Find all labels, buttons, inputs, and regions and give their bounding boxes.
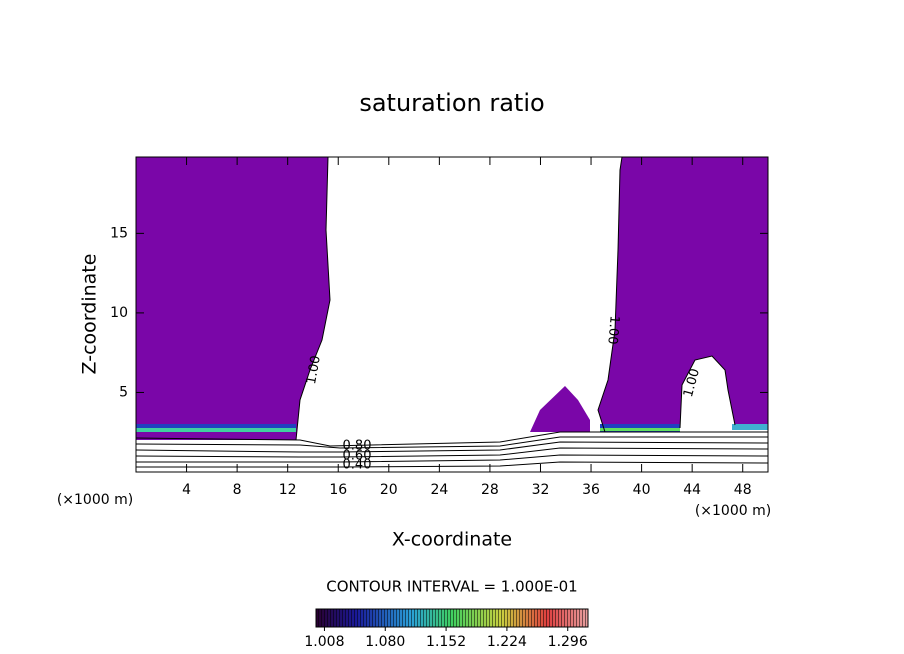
x-unit-label: (×1000 m) xyxy=(57,492,133,508)
colorbar-tick-label: 1.008 xyxy=(304,634,344,650)
x-tick-label: 40 xyxy=(633,482,651,498)
x-tick-label: 4 xyxy=(182,482,191,498)
contour-label: 1.00 xyxy=(681,367,703,399)
colorbar-tick-label: 1.224 xyxy=(487,634,527,650)
x-axis-label: X-coordinate xyxy=(392,529,512,551)
contour-label: 0.80 xyxy=(343,439,372,454)
colorbar-lines xyxy=(316,609,588,627)
x-tick-label: 16 xyxy=(329,482,347,498)
field xyxy=(135,156,769,468)
x-tick-label: 28 xyxy=(481,482,499,498)
chart-title: saturation ratio xyxy=(359,89,544,117)
x-tick-label: 12 xyxy=(279,482,297,498)
x-tick-label: 24 xyxy=(430,482,448,498)
contour-label: 0.40 xyxy=(343,458,372,473)
plot-frame xyxy=(135,156,769,473)
contour-label: 1.00 xyxy=(304,354,324,385)
y-axis-label: Z-coordinate xyxy=(79,254,101,375)
x-tick-label: 48 xyxy=(734,482,752,498)
colorbar-tick-label: 1.152 xyxy=(426,634,466,650)
contour-label: 0.60 xyxy=(343,449,372,464)
x-tick-label: 20 xyxy=(380,482,398,498)
y-tick-label: 10 xyxy=(110,305,128,321)
y-tick-label: 5 xyxy=(119,384,128,400)
contour-interval: CONTOUR INTERVAL = 1.000E-01 xyxy=(326,578,577,596)
x-tick-label: 44 xyxy=(683,482,701,498)
x-tick-label: 36 xyxy=(582,482,600,498)
colorbar-tick-label: 1.080 xyxy=(365,634,405,650)
colorbar-tick-label: 1.296 xyxy=(548,634,588,650)
y-tick-label: 15 xyxy=(110,225,128,241)
contour-label: 1.00 xyxy=(604,315,621,345)
x-tick-label: 32 xyxy=(532,482,550,498)
x-tick-label: 8 xyxy=(233,482,242,498)
x-unit-label: (×1000 m) xyxy=(695,503,771,519)
